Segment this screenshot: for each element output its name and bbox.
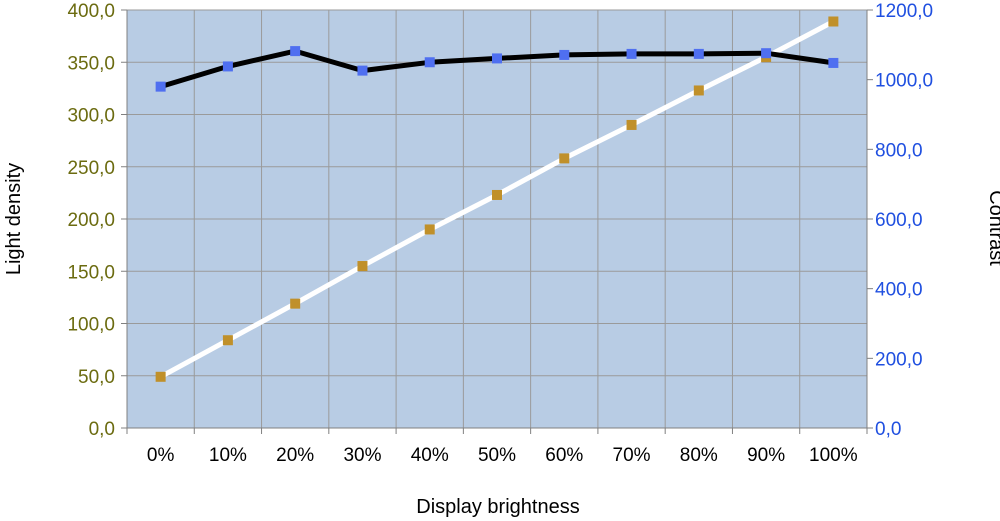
x-tick-label: 90% [747, 445, 785, 466]
data-point-right [155, 81, 166, 92]
x-axis-ticks: 0% 10% 20% 30% 40% 50% 60% 70% 80% 90% 100% [147, 445, 858, 466]
y-left-tick-label: 50,0 [78, 367, 115, 388]
y-left-tick-label: 100,0 [67, 315, 115, 336]
data-point-left [357, 261, 368, 272]
data-point-left [559, 153, 570, 164]
right-axis-ticks: 0,0 200,0 400,0 600,0 800,0 1000,0 1200,0 [875, 1, 933, 440]
data-point-left [290, 298, 301, 309]
data-point-left [222, 335, 233, 346]
data-point-right [828, 57, 839, 68]
left-axis-ticks: 0,0 50,0 100,0 150,0 200,0 250,0 300,0 350,0 400… [67, 1, 115, 440]
x-tick-label: 100% [809, 445, 858, 466]
data-point-left [155, 371, 166, 382]
y-left-tick-label: 400,0 [67, 1, 115, 22]
data-point-right [693, 48, 704, 59]
y-right-tick-label: 1000,0 [875, 71, 933, 92]
data-point-right [357, 65, 368, 76]
y-left-tick-label: 300,0 [67, 106, 115, 127]
data-point-left [693, 85, 704, 96]
series-layer [155, 16, 839, 382]
y-right-tick-label: 400,0 [875, 280, 923, 301]
y-left-tick-label: 150,0 [67, 262, 115, 283]
x-tick-label: 80% [680, 445, 718, 466]
y-left-tick-label: 200,0 [67, 210, 115, 231]
data-point-right [290, 46, 301, 57]
data-point-left [424, 224, 435, 235]
x-tick-label: 10% [209, 445, 247, 466]
x-tick-label: 20% [276, 445, 314, 466]
y-left-tick-label: 350,0 [67, 53, 115, 74]
x-tick-label: 60% [545, 445, 583, 466]
y-right-tick-label: 200,0 [875, 349, 923, 370]
data-point-left [828, 16, 839, 27]
data-point-right [424, 57, 435, 68]
data-point-left [492, 189, 502, 200]
x-tick-label: 0% [147, 445, 175, 466]
x-tick-label: 50% [478, 445, 516, 466]
y-right-axis-title: Contrast [985, 190, 1000, 266]
data-point-right [492, 53, 502, 64]
data-point-right [559, 49, 570, 60]
data-point-right [222, 61, 233, 72]
data-point-right [761, 48, 772, 59]
x-tick-label: 30% [343, 445, 381, 466]
y-left-tick-label: 0,0 [89, 419, 115, 440]
x-tick-label: 40% [411, 445, 449, 466]
y-right-tick-label: 800,0 [875, 140, 923, 161]
y-left-axis-title: Light density [3, 163, 25, 275]
y-right-tick-label: 0,0 [875, 419, 901, 440]
data-point-left [626, 119, 637, 130]
x-axis-title: Display brightness [416, 496, 579, 518]
y-left-tick-label: 250,0 [67, 158, 115, 179]
y-right-tick-label: 1200,0 [875, 1, 933, 22]
y-right-tick-label: 600,0 [875, 210, 923, 231]
x-tick-label: 70% [613, 445, 651, 466]
data-point-right [626, 48, 637, 59]
series-right [155, 46, 839, 92]
